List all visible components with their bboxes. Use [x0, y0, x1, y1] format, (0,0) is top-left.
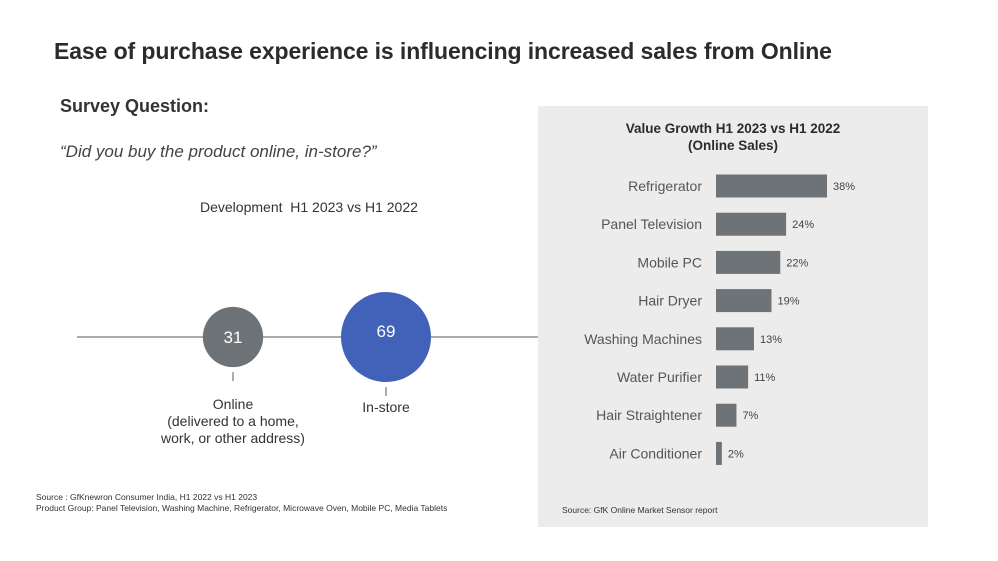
bar-category-label: Hair Dryer: [638, 293, 702, 309]
bar: [716, 327, 754, 351]
instore-label: In-store: [336, 399, 436, 416]
instore-label-title: In-store: [362, 399, 410, 415]
bar-row: Hair Dryer 19%: [638, 289, 800, 313]
bubble-circle: [341, 292, 431, 382]
bar-value-label: 19%: [778, 296, 800, 308]
bar-category-label: Air Conditioner: [609, 445, 702, 461]
bar: [716, 250, 781, 274]
bar: [716, 441, 722, 465]
bar-row: Washing Machines 13%: [584, 327, 782, 351]
bar-value-label: 22%: [786, 257, 808, 269]
source-note-left: Source : GfKnewron Consumer India, H1 20…: [36, 492, 447, 514]
bar-chart: Refrigerator 38% Panel Television 24% Mobile…: [584, 174, 855, 465]
online-label: Online (delivered to a home, work, or ot…: [148, 396, 318, 447]
bar-value-label: 24%: [792, 219, 814, 231]
online-label-sub1: (delivered to a home,: [167, 413, 299, 429]
bar-category-label: Refrigerator: [628, 178, 702, 194]
bar-value-label: 7%: [742, 410, 758, 422]
online-label-sub2: work, or other address): [161, 430, 305, 446]
bar-chart-title: Value Growth H1 2023 vs H1 2022 (Online …: [538, 120, 928, 154]
bar-row: Mobile PC 22%: [637, 250, 808, 274]
bar-row: Water Purifier 11%: [617, 365, 776, 389]
bar: [716, 289, 772, 313]
source-line-1: Source : GfKnewron Consumer India, H1 20…: [36, 492, 258, 502]
bar-value-label: 13%: [760, 334, 782, 346]
bar-category-label: Water Purifier: [617, 369, 702, 385]
bar-row: Hair Straightener 7%: [596, 403, 759, 427]
value-growth-panel: Value Growth H1 2023 vs H1 2022 (Online …: [538, 106, 928, 527]
source-note-right: Source: GfK Online Market Sensor report: [562, 505, 718, 515]
bar: [716, 174, 827, 198]
bar: [716, 365, 749, 389]
bar-row: Air Conditioner 2%: [609, 441, 744, 465]
online-label-title: Online: [212, 396, 254, 412]
bar-category-label: Mobile PC: [637, 254, 702, 270]
bar-value-label: 38%: [833, 181, 855, 193]
bar: [716, 403, 737, 427]
bar-row: Panel Television 24%: [601, 212, 814, 236]
bar-row: Refrigerator 38%: [628, 174, 855, 198]
page-title: Ease of purchase experience is influenci…: [54, 38, 832, 64]
bar-value-label: 2%: [728, 448, 744, 460]
survey-heading: Survey Question:: [60, 96, 210, 116]
bar-category-label: Washing Machines: [584, 331, 702, 347]
development-caption: Development H1 2023 vs H1 2022: [200, 199, 418, 215]
bar-category-label: Panel Television: [601, 216, 702, 232]
bubble-value-label: 69: [377, 322, 396, 341]
bar-value-label: 11%: [754, 372, 775, 384]
survey-question: “Did you buy the product online, in-stor…: [60, 142, 377, 161]
bubble-instore: 69: [341, 292, 431, 396]
bubble-online: 31: [202, 306, 264, 382]
bubble-value-label: 31: [224, 328, 243, 347]
bubble-circle: [202, 306, 264, 368]
bar-chart-title-line2: (Online Sales): [687, 138, 779, 153]
bar-chart-title-line1: Value Growth H1 2023 vs H1 2022: [625, 121, 841, 136]
bar-category-label: Hair Straightener: [596, 407, 702, 423]
bar: [716, 212, 787, 236]
source-line-2: Product Group: Panel Television, Washing…: [36, 503, 448, 513]
